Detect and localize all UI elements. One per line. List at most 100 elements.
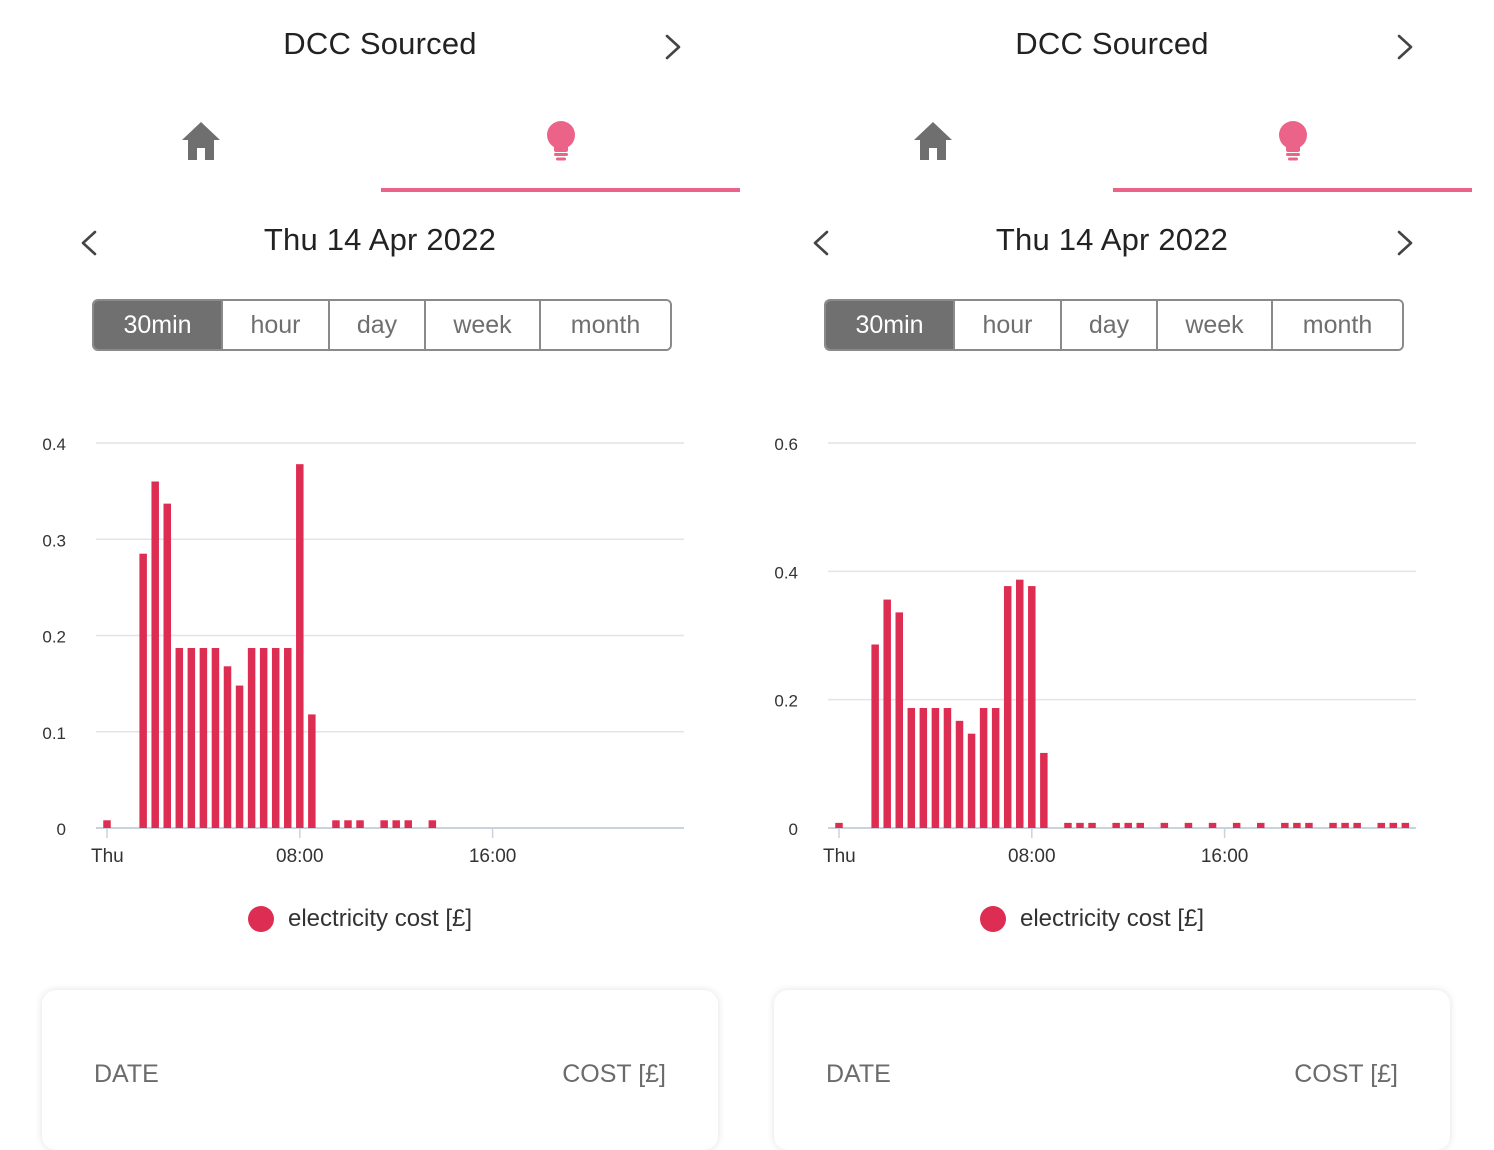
home-icon[interactable] <box>910 118 956 164</box>
bar-0530[interactable] <box>967 733 976 828</box>
bar-0630[interactable] <box>259 648 268 828</box>
bar-1230[interactable] <box>1136 822 1145 828</box>
bar-1130[interactable] <box>380 820 388 828</box>
home-icon[interactable] <box>178 118 224 164</box>
bar-0400[interactable] <box>199 648 208 828</box>
bar-1930[interactable] <box>1305 822 1313 828</box>
y-tick-label: 0.1 <box>42 724 66 743</box>
period-month-button[interactable]: month <box>541 301 670 349</box>
bar-1130[interactable] <box>1112 822 1120 828</box>
bar-2230[interactable] <box>1377 822 1386 828</box>
bar-0600[interactable] <box>247 648 256 828</box>
bar-0500[interactable] <box>955 720 964 828</box>
bar-0800[interactable] <box>296 464 304 828</box>
bar-2030[interactable] <box>1329 822 1337 828</box>
bar-0200[interactable] <box>883 599 891 828</box>
period-day-button[interactable]: day <box>1062 301 1158 349</box>
period-hour-button[interactable]: hour <box>223 301 330 349</box>
period-30min-button[interactable]: 30min <box>94 301 223 349</box>
page-title: DCC Sourced <box>283 26 477 61</box>
bar-0130[interactable] <box>871 644 879 828</box>
y-tick-label: 0.3 <box>42 531 66 550</box>
y-tick-label: 0.4 <box>774 563 798 582</box>
x-tick-label: 16:00 <box>1201 846 1249 867</box>
cost-chart: 0 0.1 0.2 0.3 0.4 Thu 08:00 16:00 <box>42 435 684 867</box>
bar-1430[interactable] <box>1184 822 1193 828</box>
bar-0630[interactable] <box>991 708 1000 828</box>
period-day-button[interactable]: day <box>330 301 426 349</box>
table-header-date: DATE <box>94 1060 159 1088</box>
y-tick-label: 0.4 <box>42 435 66 454</box>
bar-0700[interactable] <box>1003 586 1012 828</box>
cost-table-card: DATE COST [£] <box>774 990 1450 1150</box>
bar-1630[interactable] <box>1232 822 1241 828</box>
bar-1830[interactable] <box>1281 822 1289 828</box>
bar-1530[interactable] <box>1208 822 1217 828</box>
left-panel: DCC Sourced Thu 14 Apr 2022 30min hour d… <box>0 0 740 1150</box>
period-week-button[interactable]: week <box>1158 301 1273 349</box>
period-hour-button[interactable]: hour <box>955 301 1062 349</box>
bar-2300[interactable] <box>1389 822 1398 828</box>
bar-1200[interactable] <box>392 820 400 828</box>
bar-0930[interactable] <box>332 820 340 828</box>
page-title: DCC Sourced <box>1015 26 1209 61</box>
bar-1000[interactable] <box>1076 822 1084 828</box>
period-selector: 30min hour day week month <box>92 299 672 351</box>
bar-0200[interactable] <box>151 481 159 829</box>
chevron-right-icon[interactable] <box>1392 226 1418 260</box>
bar-0530[interactable] <box>235 685 244 828</box>
x-tick-label: 08:00 <box>1008 846 1056 867</box>
bar-1730[interactable] <box>1257 822 1265 828</box>
y-tick-label: 0.2 <box>774 692 798 711</box>
bar-2330[interactable] <box>1401 822 1410 828</box>
bar-0330[interactable] <box>187 648 196 828</box>
lightbulb-icon[interactable] <box>1272 118 1314 164</box>
bar-0400[interactable] <box>931 708 940 828</box>
bar-0830[interactable] <box>308 714 316 828</box>
chevron-right-icon[interactable] <box>660 30 686 64</box>
bar-0430[interactable] <box>943 708 952 828</box>
bar-0730[interactable] <box>284 648 292 828</box>
table-header-cost: COST [£] <box>1294 1060 1398 1088</box>
y-tick-label: 0.2 <box>42 628 66 647</box>
bar-1000[interactable] <box>344 820 352 828</box>
cost-table-card: DATE COST [£] <box>42 990 718 1150</box>
period-30min-button[interactable]: 30min <box>826 301 955 349</box>
bar-0130[interactable] <box>139 553 147 828</box>
chart-legend: electricity cost [£] <box>248 902 472 936</box>
bar-1200[interactable] <box>1124 822 1132 828</box>
lightbulb-icon[interactable] <box>540 118 582 164</box>
bar-0230[interactable] <box>163 503 172 828</box>
bar-2130[interactable] <box>1353 822 1361 828</box>
bar-0300[interactable] <box>907 708 916 828</box>
bar-0300[interactable] <box>175 648 184 828</box>
date-label: Thu 14 Apr 2022 <box>995 222 1229 257</box>
bar-2100[interactable] <box>1341 822 1349 828</box>
bar-0230[interactable] <box>895 612 904 828</box>
bar-0800[interactable] <box>1028 586 1036 828</box>
bar-1230[interactable] <box>404 820 413 828</box>
bar-1900[interactable] <box>1293 822 1301 828</box>
chevron-right-icon[interactable] <box>1392 30 1418 64</box>
chevron-left-icon[interactable] <box>808 226 834 260</box>
bar-0930[interactable] <box>1064 822 1072 828</box>
bar-0730[interactable] <box>1016 579 1024 828</box>
x-tick-label: 16:00 <box>469 846 517 867</box>
tab-selected-indicator <box>1113 188 1472 192</box>
bar-1030[interactable] <box>1088 822 1096 828</box>
bar-1330[interactable] <box>1160 822 1169 828</box>
bar-0430[interactable] <box>211 648 220 828</box>
x-tick-label: Thu <box>823 846 856 867</box>
bar-0000[interactable] <box>103 820 111 828</box>
bar-0600[interactable] <box>979 708 988 828</box>
chevron-left-icon[interactable] <box>76 226 102 260</box>
bar-1330[interactable] <box>428 820 437 828</box>
bar-0000[interactable] <box>835 822 843 828</box>
period-week-button[interactable]: week <box>426 301 541 349</box>
bar-0330[interactable] <box>919 708 928 828</box>
bar-0830[interactable] <box>1040 752 1048 828</box>
bar-1030[interactable] <box>356 820 364 828</box>
bar-0500[interactable] <box>223 666 232 828</box>
period-month-button[interactable]: month <box>1273 301 1402 349</box>
bar-0700[interactable] <box>271 648 280 828</box>
